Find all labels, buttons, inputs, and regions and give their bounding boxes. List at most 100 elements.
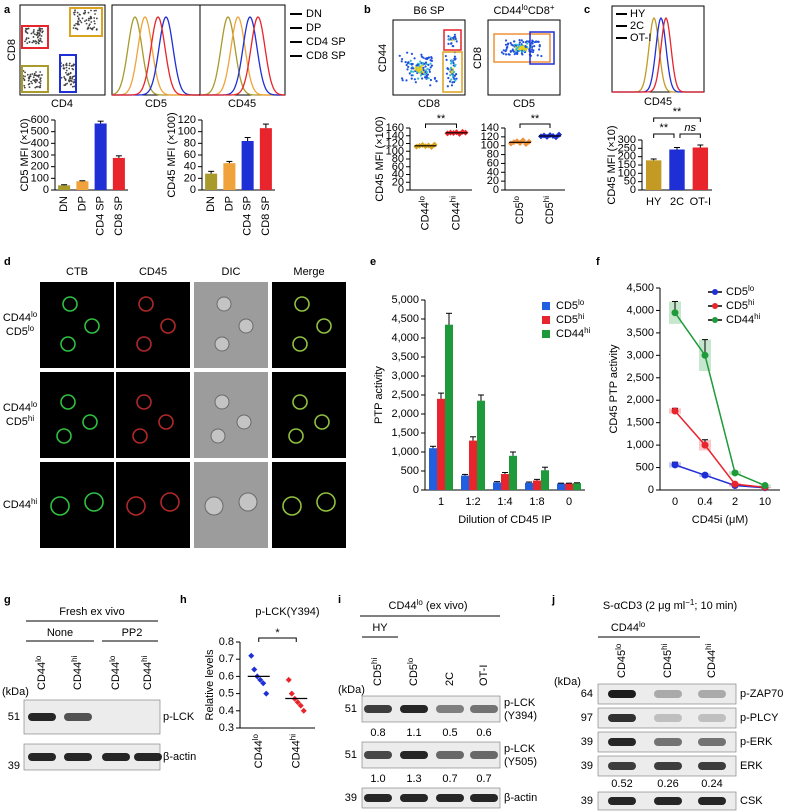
y-tick-label: 80 xyxy=(392,153,404,165)
marker: 64 xyxy=(581,688,593,700)
y-tick-label: 0.4 xyxy=(219,705,234,717)
significance-bracket xyxy=(653,117,701,122)
flow-event xyxy=(427,63,430,66)
flow-event xyxy=(455,40,458,43)
band xyxy=(608,762,636,770)
cell xyxy=(126,496,146,516)
flow-event xyxy=(398,54,401,57)
flow-event xyxy=(424,65,427,68)
line xyxy=(674,312,766,487)
marker: 39 xyxy=(581,795,593,807)
axis-label: CD5 xyxy=(145,98,167,110)
flow-event xyxy=(31,73,34,75)
flow-event xyxy=(87,17,90,20)
y-tick-label: 100 xyxy=(31,172,49,184)
flow-event xyxy=(507,53,510,56)
flow-event xyxy=(450,70,453,73)
flow-event xyxy=(450,42,453,45)
flow-event xyxy=(34,86,37,89)
flow-event xyxy=(41,41,43,43)
y-tick-label: 120 xyxy=(386,138,404,150)
flow-event xyxy=(400,60,403,63)
flow-event xyxy=(417,69,420,73)
flow-event xyxy=(27,37,30,40)
flow-event xyxy=(24,40,26,43)
y-tick-label: 0 xyxy=(398,184,404,196)
quant-label: 1.3 xyxy=(406,773,421,785)
y-tick-label: 0.7 xyxy=(219,653,234,665)
gate xyxy=(493,33,551,63)
legend-marker xyxy=(712,303,718,309)
legend-swatch xyxy=(542,302,550,310)
flow-event xyxy=(426,67,429,70)
legend-label: CD5lo xyxy=(556,298,585,313)
flow-event xyxy=(35,71,37,73)
cell xyxy=(292,336,308,352)
flow-event xyxy=(69,79,72,82)
flow-event xyxy=(73,78,76,81)
histogram xyxy=(611,5,705,93)
micrograph xyxy=(40,372,114,458)
point xyxy=(671,461,679,469)
flow-event xyxy=(31,41,34,44)
x-tick-label: CD44lo xyxy=(250,733,265,768)
marker: 39 xyxy=(581,760,593,772)
flow-event xyxy=(533,45,536,48)
blot-label: β-actin xyxy=(163,751,196,763)
x-tick-label: 10 xyxy=(759,496,771,508)
flow-event xyxy=(425,70,429,74)
flow-event xyxy=(37,29,39,32)
band xyxy=(364,751,392,759)
band xyxy=(654,797,682,805)
x-axis-label: CD45i (μM) xyxy=(692,514,748,526)
quant-label: 0.7 xyxy=(442,773,457,785)
flow-event xyxy=(447,76,450,80)
x-tick-label: 0 xyxy=(566,496,572,508)
x-tick-label: DN xyxy=(58,196,70,212)
flow-event xyxy=(410,67,413,70)
flow-event xyxy=(445,58,448,61)
flow-event xyxy=(510,43,513,46)
micrograph xyxy=(116,372,190,458)
flow-event xyxy=(506,43,509,46)
bar xyxy=(501,474,509,490)
flow-event xyxy=(455,77,458,80)
x-tick-label: CD44lo xyxy=(417,195,432,230)
axis-label: CD45 xyxy=(644,96,672,108)
cell xyxy=(60,394,76,410)
flow-event xyxy=(421,77,424,80)
x-tick-label: 1:8 xyxy=(529,496,544,508)
flow-event xyxy=(73,75,76,78)
flow-event xyxy=(90,16,93,19)
y-tick-label: 120 xyxy=(178,114,196,126)
point xyxy=(671,407,679,415)
flow-event xyxy=(430,64,434,67)
cell xyxy=(282,496,302,516)
flow-event xyxy=(538,45,541,48)
flow-event xyxy=(540,54,543,58)
y-tick-label: 0 xyxy=(190,184,196,196)
flow-event xyxy=(82,12,85,15)
quant-label: 0.26 xyxy=(657,778,678,790)
flow-event xyxy=(454,57,457,60)
y-tick-label: 40 xyxy=(487,166,499,178)
x-tick-label: CD4 SP xyxy=(95,196,107,236)
cell xyxy=(84,492,104,512)
flow-event xyxy=(448,80,452,83)
bar xyxy=(445,324,453,490)
flow-event xyxy=(417,77,420,80)
flow-event xyxy=(400,77,404,80)
bar xyxy=(557,483,565,490)
flow-event xyxy=(85,19,88,22)
legend-label: DN xyxy=(306,8,322,20)
y-tick-label: 300 xyxy=(31,149,49,161)
y-tick-label: 3,000 xyxy=(626,349,654,361)
legend-label: HY xyxy=(630,8,646,20)
flow-event xyxy=(33,40,35,43)
flow-event xyxy=(537,40,540,43)
flow-event xyxy=(71,76,74,79)
band xyxy=(436,705,464,713)
flow-event xyxy=(426,56,429,60)
flow-event xyxy=(73,85,76,88)
plot-title: B6 SP xyxy=(413,5,444,17)
